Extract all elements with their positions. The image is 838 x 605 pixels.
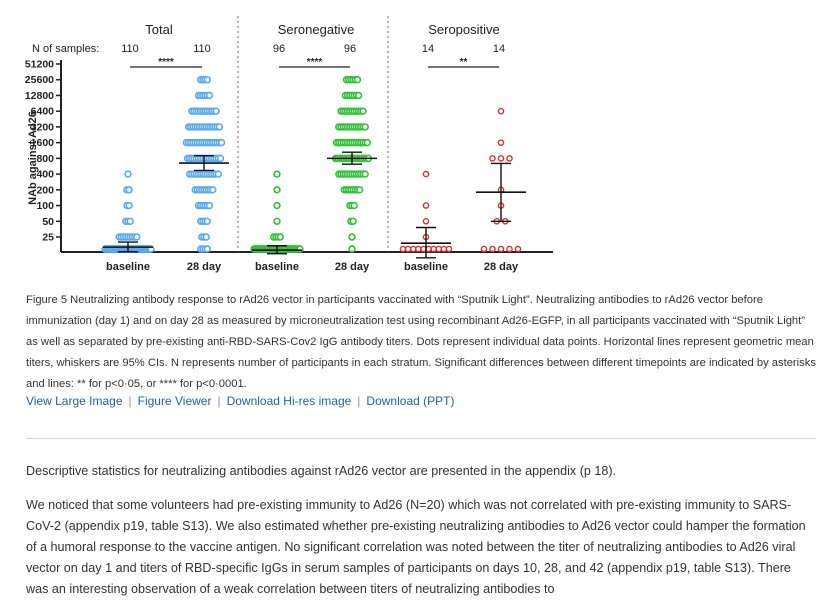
data-point bbox=[354, 91, 363, 100]
sample-count: 110 bbox=[193, 43, 211, 55]
download-ppt-link[interactable]: Download (PPT) bbox=[366, 394, 455, 408]
data-point bbox=[489, 155, 496, 162]
data-point bbox=[353, 76, 362, 84]
sample-count: 96 bbox=[344, 43, 356, 55]
x-category-label: 28 day bbox=[335, 261, 370, 273]
y-axis-label: NAb against Ad26 bbox=[27, 111, 39, 205]
data-point bbox=[422, 217, 430, 225]
data-point bbox=[124, 170, 132, 178]
data-point bbox=[205, 91, 214, 100]
data-point bbox=[361, 170, 369, 178]
data-point bbox=[126, 217, 134, 225]
figure-viewer-link[interactable]: Figure Viewer bbox=[137, 394, 212, 408]
data-point bbox=[125, 201, 133, 210]
data-point bbox=[276, 233, 284, 241]
y-tick-label: 25600 bbox=[25, 74, 54, 86]
data-point bbox=[422, 170, 430, 178]
data-point bbox=[273, 201, 281, 210]
y-tick-label: 100 bbox=[36, 200, 54, 212]
data-point bbox=[514, 245, 522, 253]
data-point bbox=[348, 245, 356, 253]
x-category-label: 28 day bbox=[187, 261, 222, 273]
data-point bbox=[480, 245, 488, 253]
data-point bbox=[217, 138, 226, 147]
nab-scatter-chart: 25 50 100 200 400 800 1600 3200 6400 12800 25600 51… bbox=[25, 16, 553, 273]
data-point bbox=[489, 245, 496, 253]
data-point bbox=[203, 76, 212, 84]
sample-count: 96 bbox=[273, 43, 285, 55]
y-tick-label: 50 bbox=[42, 216, 54, 228]
data-point bbox=[422, 202, 430, 209]
samples-label: N of samples: bbox=[32, 43, 99, 55]
data-point bbox=[359, 107, 367, 115]
data-point bbox=[125, 186, 133, 194]
panel-title: Total bbox=[145, 22, 173, 37]
x-category-label: baseline bbox=[106, 261, 150, 273]
data-point bbox=[350, 201, 358, 210]
data-point bbox=[296, 245, 304, 253]
data-point bbox=[506, 155, 513, 162]
link-separator: | bbox=[217, 394, 221, 408]
panel-title: Seronegative bbox=[278, 22, 355, 37]
y-tick-label: 800 bbox=[36, 153, 54, 165]
data-point bbox=[348, 233, 356, 241]
data-point bbox=[349, 217, 357, 225]
data-point bbox=[215, 123, 224, 131]
sample-count: 14 bbox=[493, 43, 505, 55]
x-category-label: baseline bbox=[255, 261, 299, 273]
significance-stars: **** bbox=[158, 57, 174, 68]
figure-links: View Large Image | Figure Viewer | Download … bbox=[26, 394, 454, 408]
y-tick-label: 1600 bbox=[31, 137, 55, 149]
data-point bbox=[216, 154, 225, 163]
y-tick-label: 51200 bbox=[25, 59, 54, 71]
data-point bbox=[203, 217, 212, 225]
data-point bbox=[212, 107, 220, 115]
view-large-image-link[interactable]: View Large Image bbox=[26, 394, 123, 408]
y-tick-label: 25 bbox=[42, 232, 54, 244]
link-separator: | bbox=[357, 394, 361, 408]
section-divider bbox=[26, 438, 816, 439]
data-point bbox=[497, 139, 505, 146]
figure-caption: Figure 5 Neutralizing antibody response … bbox=[26, 294, 816, 390]
data-point bbox=[202, 233, 210, 241]
data-point bbox=[273, 170, 281, 178]
data-point bbox=[273, 217, 281, 225]
panel-title: Seropositive bbox=[428, 22, 500, 37]
significance-stars: ** bbox=[460, 57, 468, 68]
x-category-label: 28 day bbox=[484, 261, 519, 273]
data-point bbox=[356, 186, 364, 194]
significance-stars: **** bbox=[307, 57, 323, 68]
data-point bbox=[133, 233, 141, 241]
data-point bbox=[203, 245, 212, 253]
download-hires-link[interactable]: Download Hi-res image bbox=[226, 394, 352, 408]
y-tick-label: 3200 bbox=[31, 121, 55, 133]
y-tick-label: 200 bbox=[36, 184, 54, 196]
data-point bbox=[273, 186, 281, 194]
data-point bbox=[497, 107, 505, 115]
y-tick-label: 400 bbox=[36, 169, 54, 181]
sample-count: 110 bbox=[121, 43, 139, 55]
paragraph: Descriptive statistics for neutralizing … bbox=[26, 464, 617, 478]
x-category-label: baseline bbox=[404, 261, 448, 273]
y-tick-label: 12800 bbox=[25, 90, 54, 102]
data-point bbox=[445, 245, 453, 253]
data-point bbox=[205, 201, 214, 210]
data-point bbox=[361, 123, 369, 131]
y-tick-label: 6400 bbox=[31, 106, 55, 118]
paragraph: We noticed that some volunteers had pre-… bbox=[26, 498, 806, 596]
sample-count: 14 bbox=[422, 43, 434, 55]
data-point bbox=[497, 155, 505, 162]
data-point bbox=[363, 138, 372, 147]
data-point bbox=[214, 170, 223, 178]
link-separator: | bbox=[128, 394, 132, 408]
data-point bbox=[497, 245, 505, 253]
data-point bbox=[209, 186, 217, 194]
figure-5: 25 50 100 200 400 800 1600 3200 6400 12800 25600 51… bbox=[0, 0, 838, 290]
data-point bbox=[506, 245, 513, 253]
